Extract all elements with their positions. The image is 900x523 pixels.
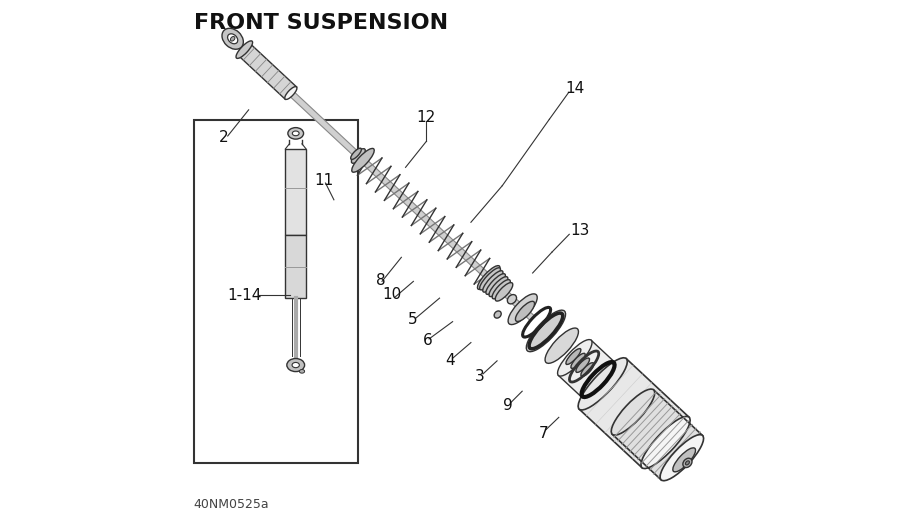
Ellipse shape	[480, 268, 500, 290]
Text: 2: 2	[219, 130, 229, 144]
Ellipse shape	[683, 458, 692, 468]
Ellipse shape	[228, 34, 238, 44]
Text: 10: 10	[382, 288, 401, 302]
Text: 9: 9	[503, 398, 513, 413]
Text: 6: 6	[423, 334, 433, 348]
Ellipse shape	[611, 389, 654, 435]
Text: FRONT SUSPENSION: FRONT SUSPENSION	[194, 13, 448, 33]
Text: 1-14: 1-14	[228, 288, 262, 303]
Ellipse shape	[486, 274, 506, 294]
Ellipse shape	[526, 310, 565, 351]
Polygon shape	[229, 35, 535, 321]
Ellipse shape	[351, 148, 362, 160]
Ellipse shape	[494, 311, 501, 318]
Ellipse shape	[508, 294, 537, 325]
Text: 8: 8	[375, 274, 385, 288]
Ellipse shape	[566, 349, 580, 365]
Ellipse shape	[558, 339, 592, 376]
Ellipse shape	[300, 369, 304, 373]
Ellipse shape	[477, 266, 500, 289]
Bar	[285, 235, 306, 298]
Ellipse shape	[673, 448, 696, 472]
Ellipse shape	[292, 362, 300, 368]
Text: 5: 5	[409, 312, 418, 326]
Text: 12: 12	[416, 110, 436, 125]
Text: 13: 13	[571, 223, 590, 237]
Ellipse shape	[230, 37, 235, 41]
Ellipse shape	[578, 358, 627, 410]
Bar	[285, 149, 306, 235]
Ellipse shape	[686, 461, 689, 465]
Ellipse shape	[545, 328, 579, 363]
Ellipse shape	[222, 28, 243, 49]
Text: 4: 4	[445, 354, 455, 368]
Polygon shape	[238, 43, 297, 99]
Ellipse shape	[495, 282, 513, 301]
Ellipse shape	[482, 271, 503, 292]
Polygon shape	[580, 359, 689, 468]
Text: 3: 3	[475, 369, 485, 384]
Ellipse shape	[351, 149, 365, 163]
Ellipse shape	[284, 87, 297, 99]
Ellipse shape	[580, 363, 594, 377]
Ellipse shape	[641, 416, 690, 469]
Ellipse shape	[492, 280, 510, 299]
Ellipse shape	[287, 359, 304, 371]
Ellipse shape	[489, 277, 508, 297]
Ellipse shape	[660, 435, 704, 481]
Text: 7: 7	[539, 426, 548, 440]
Ellipse shape	[288, 128, 303, 139]
Ellipse shape	[236, 41, 253, 59]
Ellipse shape	[292, 131, 299, 136]
Polygon shape	[612, 390, 703, 480]
Text: 11: 11	[314, 173, 333, 188]
Polygon shape	[558, 340, 654, 434]
Ellipse shape	[571, 354, 585, 368]
Ellipse shape	[516, 301, 535, 322]
Ellipse shape	[508, 294, 517, 304]
Text: 14: 14	[565, 82, 584, 96]
Bar	[194, 120, 358, 463]
Ellipse shape	[620, 398, 655, 435]
Ellipse shape	[352, 149, 374, 172]
Ellipse shape	[576, 358, 590, 372]
Text: 40NM0525a: 40NM0525a	[194, 498, 269, 511]
